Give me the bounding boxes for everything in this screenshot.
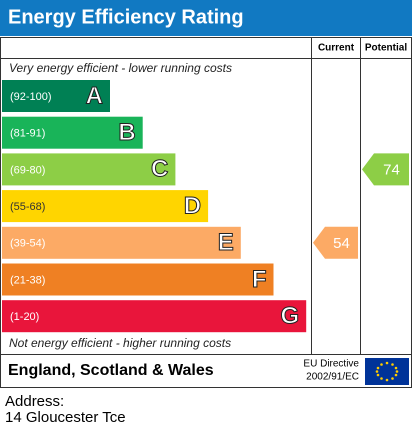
band-range: (1-20) (10, 311, 39, 323)
address-label: Address: (5, 393, 64, 410)
band-bar (2, 263, 274, 296)
band-letter: B (118, 119, 135, 146)
top-note: Very energy efficient - lower running co… (9, 61, 232, 75)
band-range: (92-100) (10, 91, 52, 103)
region: England, Scotland & Wales (8, 362, 214, 379)
band-letter: F (252, 266, 267, 293)
eu-flag (365, 358, 409, 385)
band-bar (2, 190, 209, 223)
directive: EU Directive (303, 359, 359, 370)
potential-arrow (362, 153, 409, 186)
current-arrow (313, 226, 358, 259)
band-bar (2, 226, 241, 259)
band-range: (81-91) (10, 128, 45, 140)
band-range: (55-68) (10, 201, 45, 213)
band-bar (2, 153, 176, 186)
band-letter: A (86, 82, 103, 109)
bottom-note: Not energy efficient - higher running co… (9, 336, 231, 350)
band-bar (2, 300, 307, 333)
band-letter: D (184, 192, 201, 219)
potential-value: 74 (383, 161, 400, 178)
column-header: Potential (365, 43, 407, 54)
band-bar (2, 80, 110, 112)
current-value: 54 (333, 235, 350, 252)
band-letter: E (218, 229, 234, 256)
column-header: Current (318, 43, 355, 54)
directive: 2002/91/EC (306, 372, 359, 383)
title-bar (0, 0, 412, 36)
band-letter: C (151, 156, 168, 183)
band-letter: G (281, 303, 300, 330)
band-range: (69-80) (10, 164, 45, 176)
title: Energy Efficiency Rating (8, 6, 244, 28)
band-range: (21-38) (10, 274, 45, 286)
address-value: 14 Gloucester Tce (5, 409, 126, 426)
band-bar (2, 116, 143, 149)
band-range: (39-54) (10, 238, 45, 250)
